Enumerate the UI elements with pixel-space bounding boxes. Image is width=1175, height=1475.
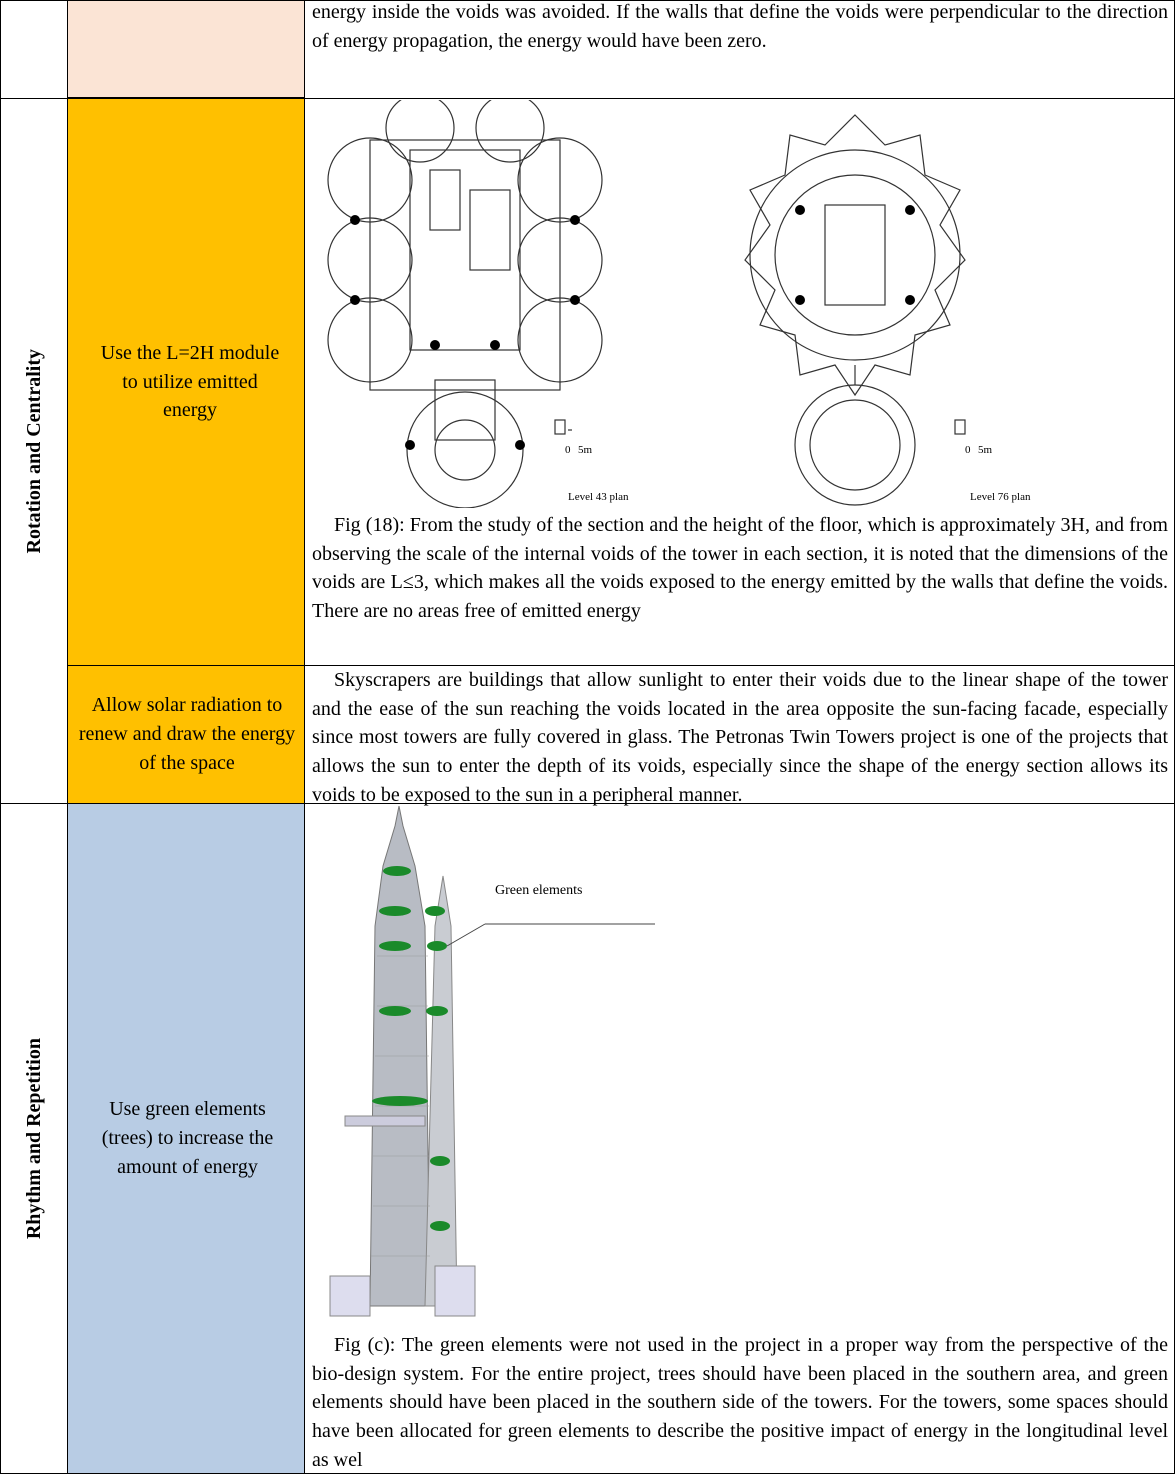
paragraph: Fig (c): The green elements were not use… [312, 1331, 1168, 1475]
paragraph: energy inside the voids was avoided. If … [312, 0, 1168, 55]
plan-label: Level 76 plan [970, 491, 1031, 503]
page: energy inside the voids was avoided. If … [0, 0, 1175, 1474]
tower-image: Green elements [325, 806, 665, 1326]
paragraph: Skyscrapers are buildings that allow sun… [312, 666, 1168, 810]
floor-plans: 0 5m Level 43 plan 0 5m Level 76 plan [310, 100, 1170, 508]
criterion: Allow solar radiation to renew and draw … [70, 665, 304, 804]
annotation: Green elements [495, 883, 582, 898]
paragraph: Fig (18): From the study of the section … [312, 511, 1168, 626]
scale-label: 0 [565, 444, 571, 456]
plan-label: Level 43 plan [568, 491, 629, 503]
cell [0, 0, 68, 99]
scale-label: 5m [978, 444, 993, 456]
scale-label: 0 [965, 444, 971, 456]
category-label: Rhythm and Repetition [20, 1038, 49, 1239]
cell-bg [67, 0, 305, 98]
criterion: Use green elements (trees) to increase t… [80, 803, 295, 1474]
category: Rotation and Centrality [0, 98, 68, 804]
category-label: Rotation and Centrality [20, 349, 49, 553]
scale-label: 5m [578, 444, 593, 456]
criterion: Use the L=2H module to utilize emitted e… [90, 98, 290, 666]
category: Rhythm and Repetition [0, 803, 68, 1474]
